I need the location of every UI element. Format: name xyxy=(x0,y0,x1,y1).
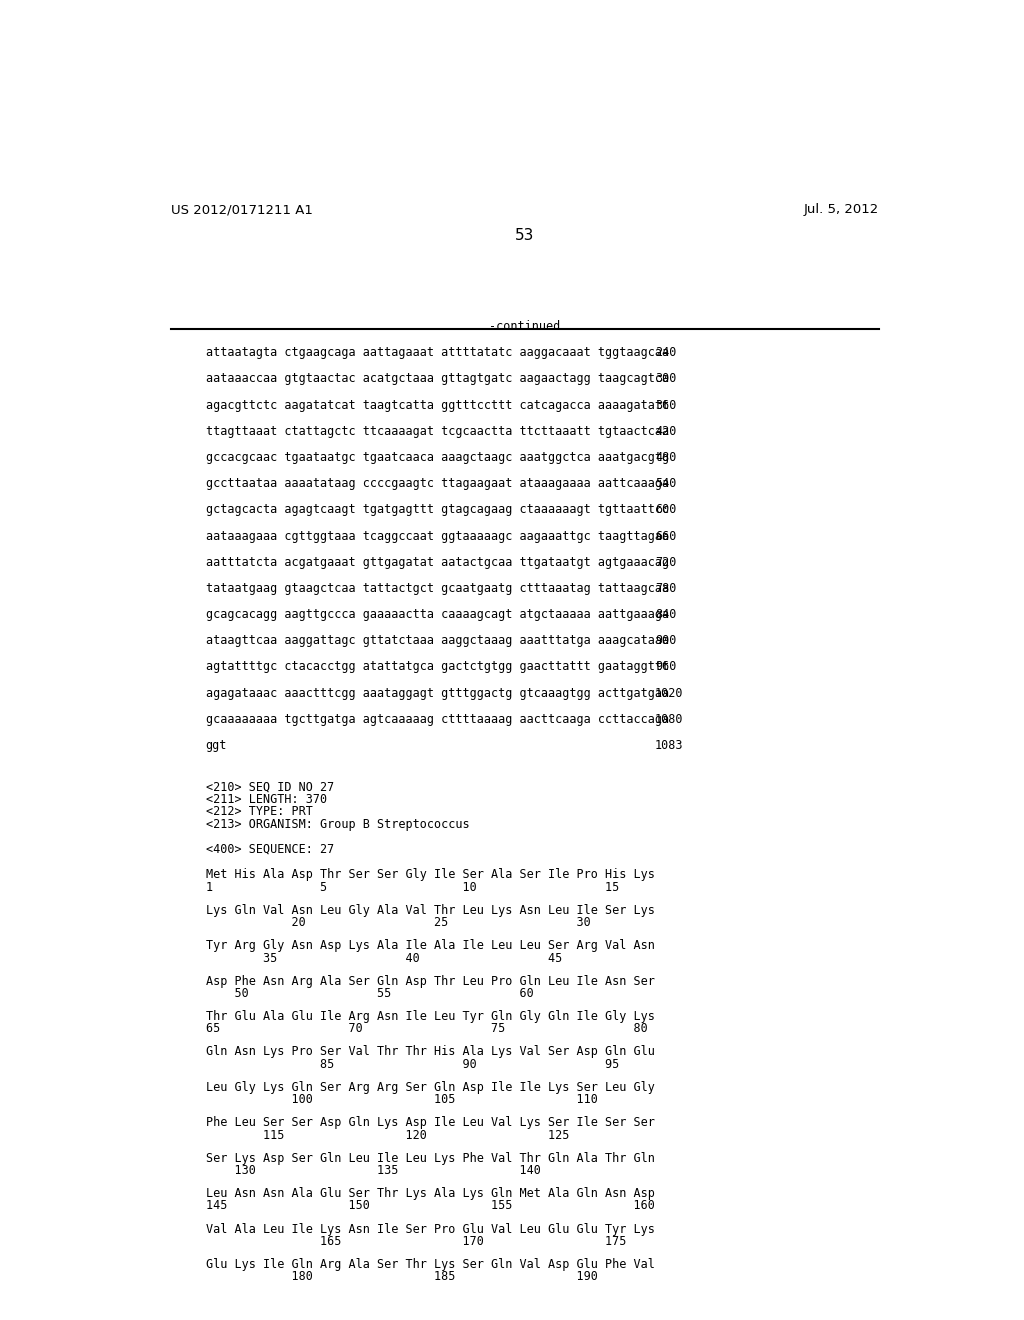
Text: 65                  70                  75                  80: 65 70 75 80 xyxy=(206,1022,647,1035)
Text: Met His Ala Asp Thr Ser Ser Gly Ile Ser Ala Ser Ile Pro His Lys: Met His Ala Asp Thr Ser Ser Gly Ile Ser … xyxy=(206,869,654,882)
Text: aataaagaaa cgttggtaaa tcaggccaat ggtaaaaagc aagaaattgc taagttagaa: aataaagaaa cgttggtaaa tcaggccaat ggtaaaa… xyxy=(206,529,669,543)
Text: Gln Asn Lys Pro Ser Val Thr Thr His Ala Lys Val Ser Asp Gln Glu: Gln Asn Lys Pro Ser Val Thr Thr His Ala … xyxy=(206,1045,654,1059)
Text: 180                 185                 190: 180 185 190 xyxy=(206,1270,597,1283)
Text: 240: 240 xyxy=(655,346,677,359)
Text: Tyr Arg Gly Asn Asp Lys Ala Ile Ala Ile Leu Leu Ser Arg Val Asn: Tyr Arg Gly Asn Asp Lys Ala Ile Ala Ile … xyxy=(206,940,654,952)
Text: <213> ORGANISM: Group B Streptococcus: <213> ORGANISM: Group B Streptococcus xyxy=(206,817,469,830)
Text: 50                  55                  60: 50 55 60 xyxy=(206,987,534,1001)
Text: Leu Asn Asn Ala Glu Ser Thr Lys Ala Lys Gln Met Ala Gln Asn Asp: Leu Asn Asn Ala Glu Ser Thr Lys Ala Lys … xyxy=(206,1187,654,1200)
Text: 53: 53 xyxy=(515,227,535,243)
Text: gccttaataa aaaatataag ccccgaagtc ttagaagaat ataaagaaaa aattcaaaga: gccttaataa aaaatataag ccccgaagtc ttagaag… xyxy=(206,478,669,490)
Text: Ser Lys Asp Ser Gln Leu Ile Leu Lys Phe Val Thr Gln Ala Thr Gln: Ser Lys Asp Ser Gln Leu Ile Leu Lys Phe … xyxy=(206,1151,654,1164)
Text: 300: 300 xyxy=(655,372,677,385)
Text: Lys Gln Val Asn Leu Gly Ala Val Thr Leu Lys Asn Leu Ile Ser Lys: Lys Gln Val Asn Leu Gly Ala Val Thr Leu … xyxy=(206,904,654,917)
Text: attaatagta ctgaagcaga aattagaaat attttatatc aaggacaaat tggtaagcaa: attaatagta ctgaagcaga aattagaaat attttat… xyxy=(206,346,669,359)
Text: 660: 660 xyxy=(655,529,677,543)
Text: gctagcacta agagtcaagt tgatgagttt gtagcagaag ctaaaaaagt tgttaattcc: gctagcacta agagtcaagt tgatgagttt gtagcag… xyxy=(206,503,669,516)
Text: <212> TYPE: PRT: <212> TYPE: PRT xyxy=(206,805,312,818)
Text: 540: 540 xyxy=(655,478,677,490)
Text: ttagttaaat ctattagctc ttcaaaagat tcgcaactta ttcttaaatt tgtaactcaa: ttagttaaat ctattagctc ttcaaaagat tcgcaac… xyxy=(206,425,669,438)
Text: ggt: ggt xyxy=(206,739,227,752)
Text: Leu Gly Lys Gln Ser Arg Arg Ser Gln Asp Ile Ile Lys Ser Leu Gly: Leu Gly Lys Gln Ser Arg Arg Ser Gln Asp … xyxy=(206,1081,654,1094)
Text: 115                 120                 125: 115 120 125 xyxy=(206,1129,569,1142)
Text: gcagcacagg aagttgccca gaaaaactta caaaagcagt atgctaaaaa aattgaaaga: gcagcacagg aagttgccca gaaaaactta caaaagc… xyxy=(206,609,669,622)
Text: 1080: 1080 xyxy=(655,713,683,726)
Text: ataagttcaa aaggattagc gttatctaaa aaggctaaag aaatttatga aaagcataaa: ataagttcaa aaggattagc gttatctaaa aaggcta… xyxy=(206,635,669,647)
Text: agacgttctc aagatatcat taagtcatta ggtttccttt catcagacca aaaagatatt: agacgttctc aagatatcat taagtcatta ggtttcc… xyxy=(206,399,669,412)
Text: 20                  25                  30: 20 25 30 xyxy=(206,916,590,929)
Text: 720: 720 xyxy=(655,556,677,569)
Text: aataaaccaa gtgtaactac acatgctaaa gttagtgatc aagaactagg taagcagtca: aataaaccaa gtgtaactac acatgctaaa gttagtg… xyxy=(206,372,669,385)
Text: 840: 840 xyxy=(655,609,677,622)
Text: 35                  40                  45: 35 40 45 xyxy=(206,952,562,965)
Text: US 2012/0171211 A1: US 2012/0171211 A1 xyxy=(171,203,312,216)
Text: 780: 780 xyxy=(655,582,677,595)
Text: 900: 900 xyxy=(655,635,677,647)
Text: 600: 600 xyxy=(655,503,677,516)
Text: tataatgaag gtaagctcaa tattactgct gcaatgaatg ctttaaatag tattaagcaa: tataatgaag gtaagctcaa tattactgct gcaatga… xyxy=(206,582,669,595)
Text: Jul. 5, 2012: Jul. 5, 2012 xyxy=(804,203,879,216)
Text: Thr Glu Ala Glu Ile Arg Asn Ile Leu Tyr Gln Gly Gln Ile Gly Lys: Thr Glu Ala Glu Ile Arg Asn Ile Leu Tyr … xyxy=(206,1010,654,1023)
Text: aatttatcta acgatgaaat gttgagatat aatactgcaa ttgataatgt agtgaaacag: aatttatcta acgatgaaat gttgagatat aatactg… xyxy=(206,556,669,569)
Text: Phe Leu Ser Ser Asp Gln Lys Asp Ile Leu Val Lys Ser Ile Ser Ser: Phe Leu Ser Ser Asp Gln Lys Asp Ile Leu … xyxy=(206,1117,654,1130)
Text: Val Ala Leu Ile Lys Asn Ile Ser Pro Glu Val Leu Glu Glu Tyr Lys: Val Ala Leu Ile Lys Asn Ile Ser Pro Glu … xyxy=(206,1222,654,1236)
Text: <211> LENGTH: 370: <211> LENGTH: 370 xyxy=(206,793,327,807)
Text: agagataaac aaactttcgg aaataggagt gtttggactg gtcaaagtgg acttgatgaa: agagataaac aaactttcgg aaataggagt gtttgga… xyxy=(206,686,669,700)
Text: gccacgcaac tgaataatgc tgaatcaaca aaagctaagc aaatggctca aaatgacgtg: gccacgcaac tgaataatgc tgaatcaaca aaagcta… xyxy=(206,451,669,465)
Text: gcaaaaaaaa tgcttgatga agtcaaaaag cttttaaaag aacttcaaga ccttaccaga: gcaaaaaaaa tgcttgatga agtcaaaaag cttttaa… xyxy=(206,713,669,726)
Text: 1               5                   10                  15: 1 5 10 15 xyxy=(206,880,618,894)
Text: <400> SEQUENCE: 27: <400> SEQUENCE: 27 xyxy=(206,842,334,855)
Text: 145                 150                 155                 160: 145 150 155 160 xyxy=(206,1200,654,1213)
Text: 1020: 1020 xyxy=(655,686,683,700)
Text: 960: 960 xyxy=(655,660,677,673)
Text: <210> SEQ ID NO 27: <210> SEQ ID NO 27 xyxy=(206,780,334,793)
Text: agtattttgc ctacacctgg atattatgca gactctgtgg gaacttattt gaataggttt: agtattttgc ctacacctgg atattatgca gactctg… xyxy=(206,660,669,673)
Text: 480: 480 xyxy=(655,451,677,465)
Text: 420: 420 xyxy=(655,425,677,438)
Text: 130                 135                 140: 130 135 140 xyxy=(206,1164,541,1177)
Text: Asp Phe Asn Arg Ala Ser Gln Asp Thr Leu Pro Gln Leu Ile Asn Ser: Asp Phe Asn Arg Ala Ser Gln Asp Thr Leu … xyxy=(206,974,654,987)
Text: 165                 170                 175: 165 170 175 xyxy=(206,1236,626,1247)
Text: 360: 360 xyxy=(655,399,677,412)
Text: 1083: 1083 xyxy=(655,739,683,752)
Text: 85                  90                  95: 85 90 95 xyxy=(206,1057,618,1071)
Text: 100                 105                 110: 100 105 110 xyxy=(206,1093,597,1106)
Text: Glu Lys Ile Gln Arg Ala Ser Thr Lys Ser Gln Val Asp Glu Phe Val: Glu Lys Ile Gln Arg Ala Ser Thr Lys Ser … xyxy=(206,1258,654,1271)
Text: -continued: -continued xyxy=(489,321,560,333)
